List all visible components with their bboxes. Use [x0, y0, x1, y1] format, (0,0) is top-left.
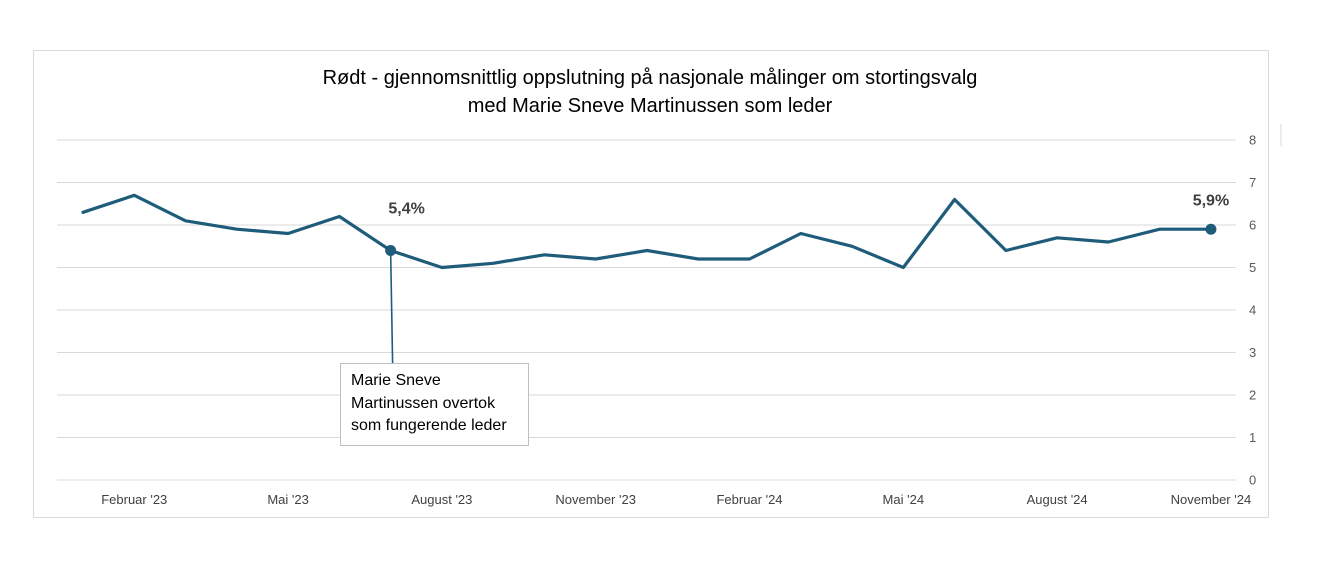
x-tick-label: August '23 [411, 492, 472, 507]
data-point [850, 244, 854, 248]
y-tick-label: 7 [1249, 175, 1256, 190]
y-tick-label: 2 [1249, 388, 1256, 403]
data-point [542, 253, 546, 257]
annotation-line-2: Martinussen overtok [351, 394, 496, 412]
annotation-leader-line [389, 250, 394, 365]
data-point [132, 193, 136, 197]
x-tick-label: November '23 [555, 492, 636, 507]
data-point [1004, 249, 1008, 253]
data-point [491, 261, 495, 265]
chart-title-line-2: med Marie Sneve Martinussen som leder [467, 95, 833, 117]
chart-title-line-1: Rødt - gjennomsnittlig oppslutning på na… [322, 67, 978, 89]
data-point [184, 219, 188, 223]
y-tick-label: 3 [1249, 345, 1256, 360]
y-tick-label: 6 [1249, 218, 1256, 233]
y-tick-label: 5 [1249, 260, 1256, 275]
chart-title: Rødt - gjennomsnittlig oppslutning på na… [0, 64, 1300, 120]
data-point [696, 257, 700, 261]
data-point [286, 232, 290, 236]
data-point [748, 257, 752, 261]
series-line [81, 193, 1213, 270]
data-point [81, 210, 85, 214]
data-point [645, 249, 649, 253]
x-tick-label: Mai '24 [883, 492, 925, 507]
data-point [953, 198, 957, 202]
x-tick-label: Februar '23 [101, 492, 167, 507]
x-tick-label: Februar '24 [716, 492, 782, 507]
y-tick-label: 4 [1249, 303, 1256, 318]
data-point [235, 227, 239, 231]
data-point [594, 257, 598, 261]
data-point [1106, 240, 1110, 244]
x-tick-label: November '24 [1171, 492, 1252, 507]
data-point [440, 266, 444, 270]
x-tick-label: August '24 [1027, 492, 1088, 507]
data-point [799, 232, 803, 236]
y-tick-label: 0 [1249, 473, 1256, 488]
y-tick-label: 8 [1249, 133, 1256, 148]
data-label: 5,4% [388, 201, 424, 218]
annotation-line-1: Marie Sneve [351, 372, 441, 389]
data-label: 5,9% [1193, 192, 1229, 209]
highlight-marker [385, 245, 397, 256]
data-point [1055, 236, 1059, 240]
data-point [337, 215, 341, 219]
annotation-line-3: som fungerende leder [351, 417, 507, 434]
data-point [1158, 227, 1162, 231]
data-point [901, 266, 905, 270]
x-tick-label: Mai '23 [267, 492, 309, 507]
highlight-marker [1205, 223, 1217, 235]
annotation-callout: Marie Sneve Martinussen overtok som fung… [340, 363, 529, 446]
chart-frame [33, 50, 1269, 518]
y-tick-label: 1 [1249, 430, 1256, 445]
